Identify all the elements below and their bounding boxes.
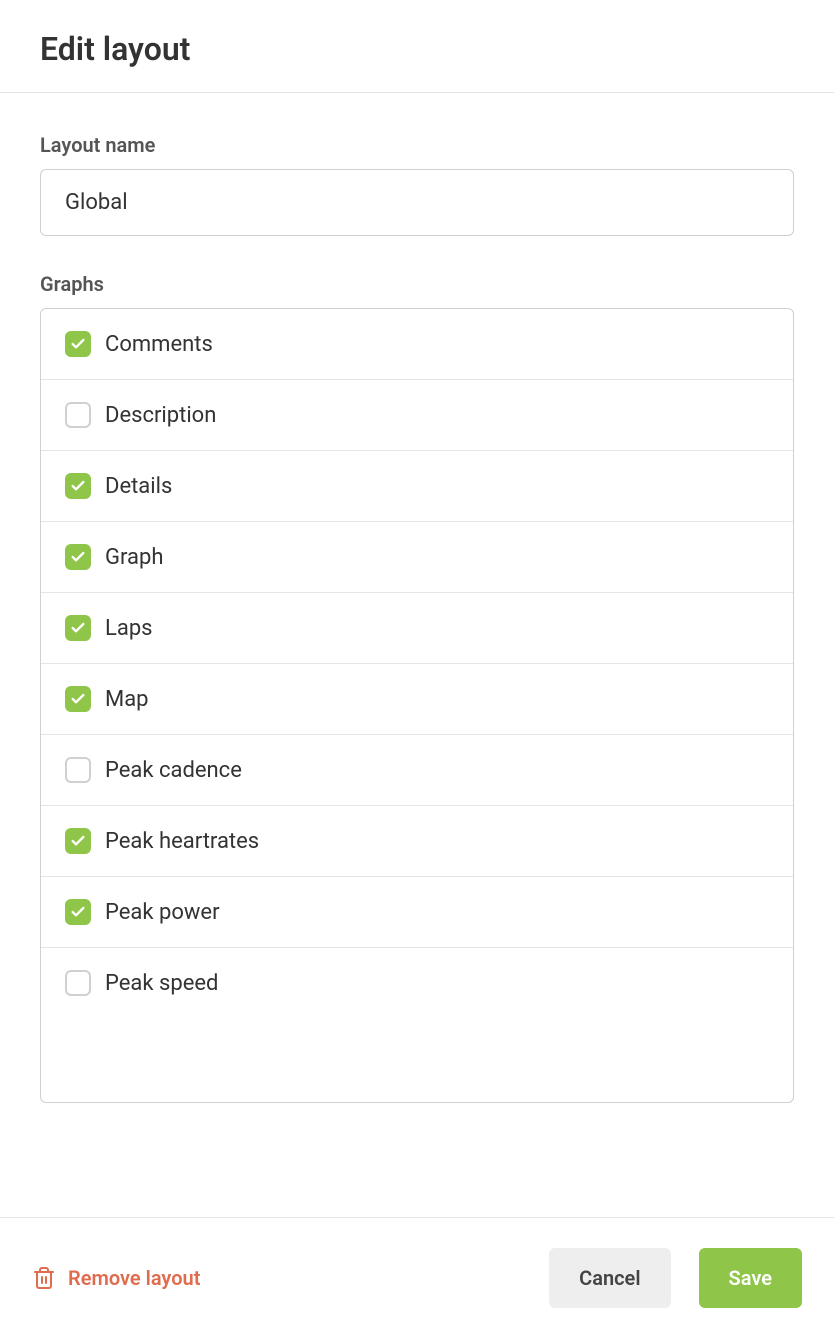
graph-row[interactable]: Comments [41, 309, 793, 380]
graph-checkbox[interactable] [65, 686, 91, 712]
graph-row[interactable]: Peak power [41, 877, 793, 948]
graph-label: Laps [105, 616, 153, 641]
graph-row[interactable]: Laps [41, 593, 793, 664]
graph-checkbox[interactable] [65, 970, 91, 996]
graph-label: Details [105, 474, 172, 499]
graph-label: Graph [105, 545, 163, 570]
graph-row[interactable]: Graph [41, 522, 793, 593]
content: Layout name Graphs Comments Description De… [0, 93, 834, 1103]
graph-row[interactable]: Peak speed [41, 948, 793, 1018]
save-button[interactable]: Save [699, 1248, 802, 1308]
cancel-button[interactable]: Cancel [549, 1248, 670, 1308]
layout-name-label: Layout name [40, 133, 794, 157]
graphs-list[interactable]: Comments Description Details Graph Laps Map Pe… [40, 308, 794, 1103]
graph-label: Map [105, 687, 149, 712]
graph-label: Description [105, 403, 216, 428]
graph-row[interactable]: Description [41, 380, 793, 451]
graph-label: Peak speed [105, 971, 218, 996]
footer-buttons: Cancel Save [549, 1248, 802, 1308]
graph-checkbox[interactable] [65, 757, 91, 783]
graph-label: Peak power [105, 900, 220, 925]
page-title: Edit layout [40, 30, 794, 68]
footer: Remove layout Cancel Save [0, 1217, 834, 1338]
graph-row[interactable]: Map [41, 664, 793, 735]
graph-checkbox[interactable] [65, 828, 91, 854]
graph-checkbox[interactable] [65, 473, 91, 499]
graph-checkbox[interactable] [65, 544, 91, 570]
graph-checkbox[interactable] [65, 402, 91, 428]
remove-layout-label: Remove layout [68, 1266, 200, 1290]
graph-label: Peak cadence [105, 758, 242, 783]
graph-row[interactable]: Peak cadence [41, 735, 793, 806]
header: Edit layout [0, 0, 834, 93]
graph-checkbox[interactable] [65, 331, 91, 357]
layout-name-input[interactable] [40, 169, 794, 236]
graphs-label: Graphs [40, 272, 794, 296]
trash-icon [32, 1266, 56, 1290]
graph-checkbox[interactable] [65, 899, 91, 925]
graph-label: Peak heartrates [105, 829, 259, 854]
remove-layout-button[interactable]: Remove layout [32, 1266, 200, 1290]
graph-row[interactable]: Details [41, 451, 793, 522]
graph-checkbox[interactable] [65, 615, 91, 641]
graph-label: Comments [105, 332, 213, 357]
graph-row[interactable]: Peak heartrates [41, 806, 793, 877]
